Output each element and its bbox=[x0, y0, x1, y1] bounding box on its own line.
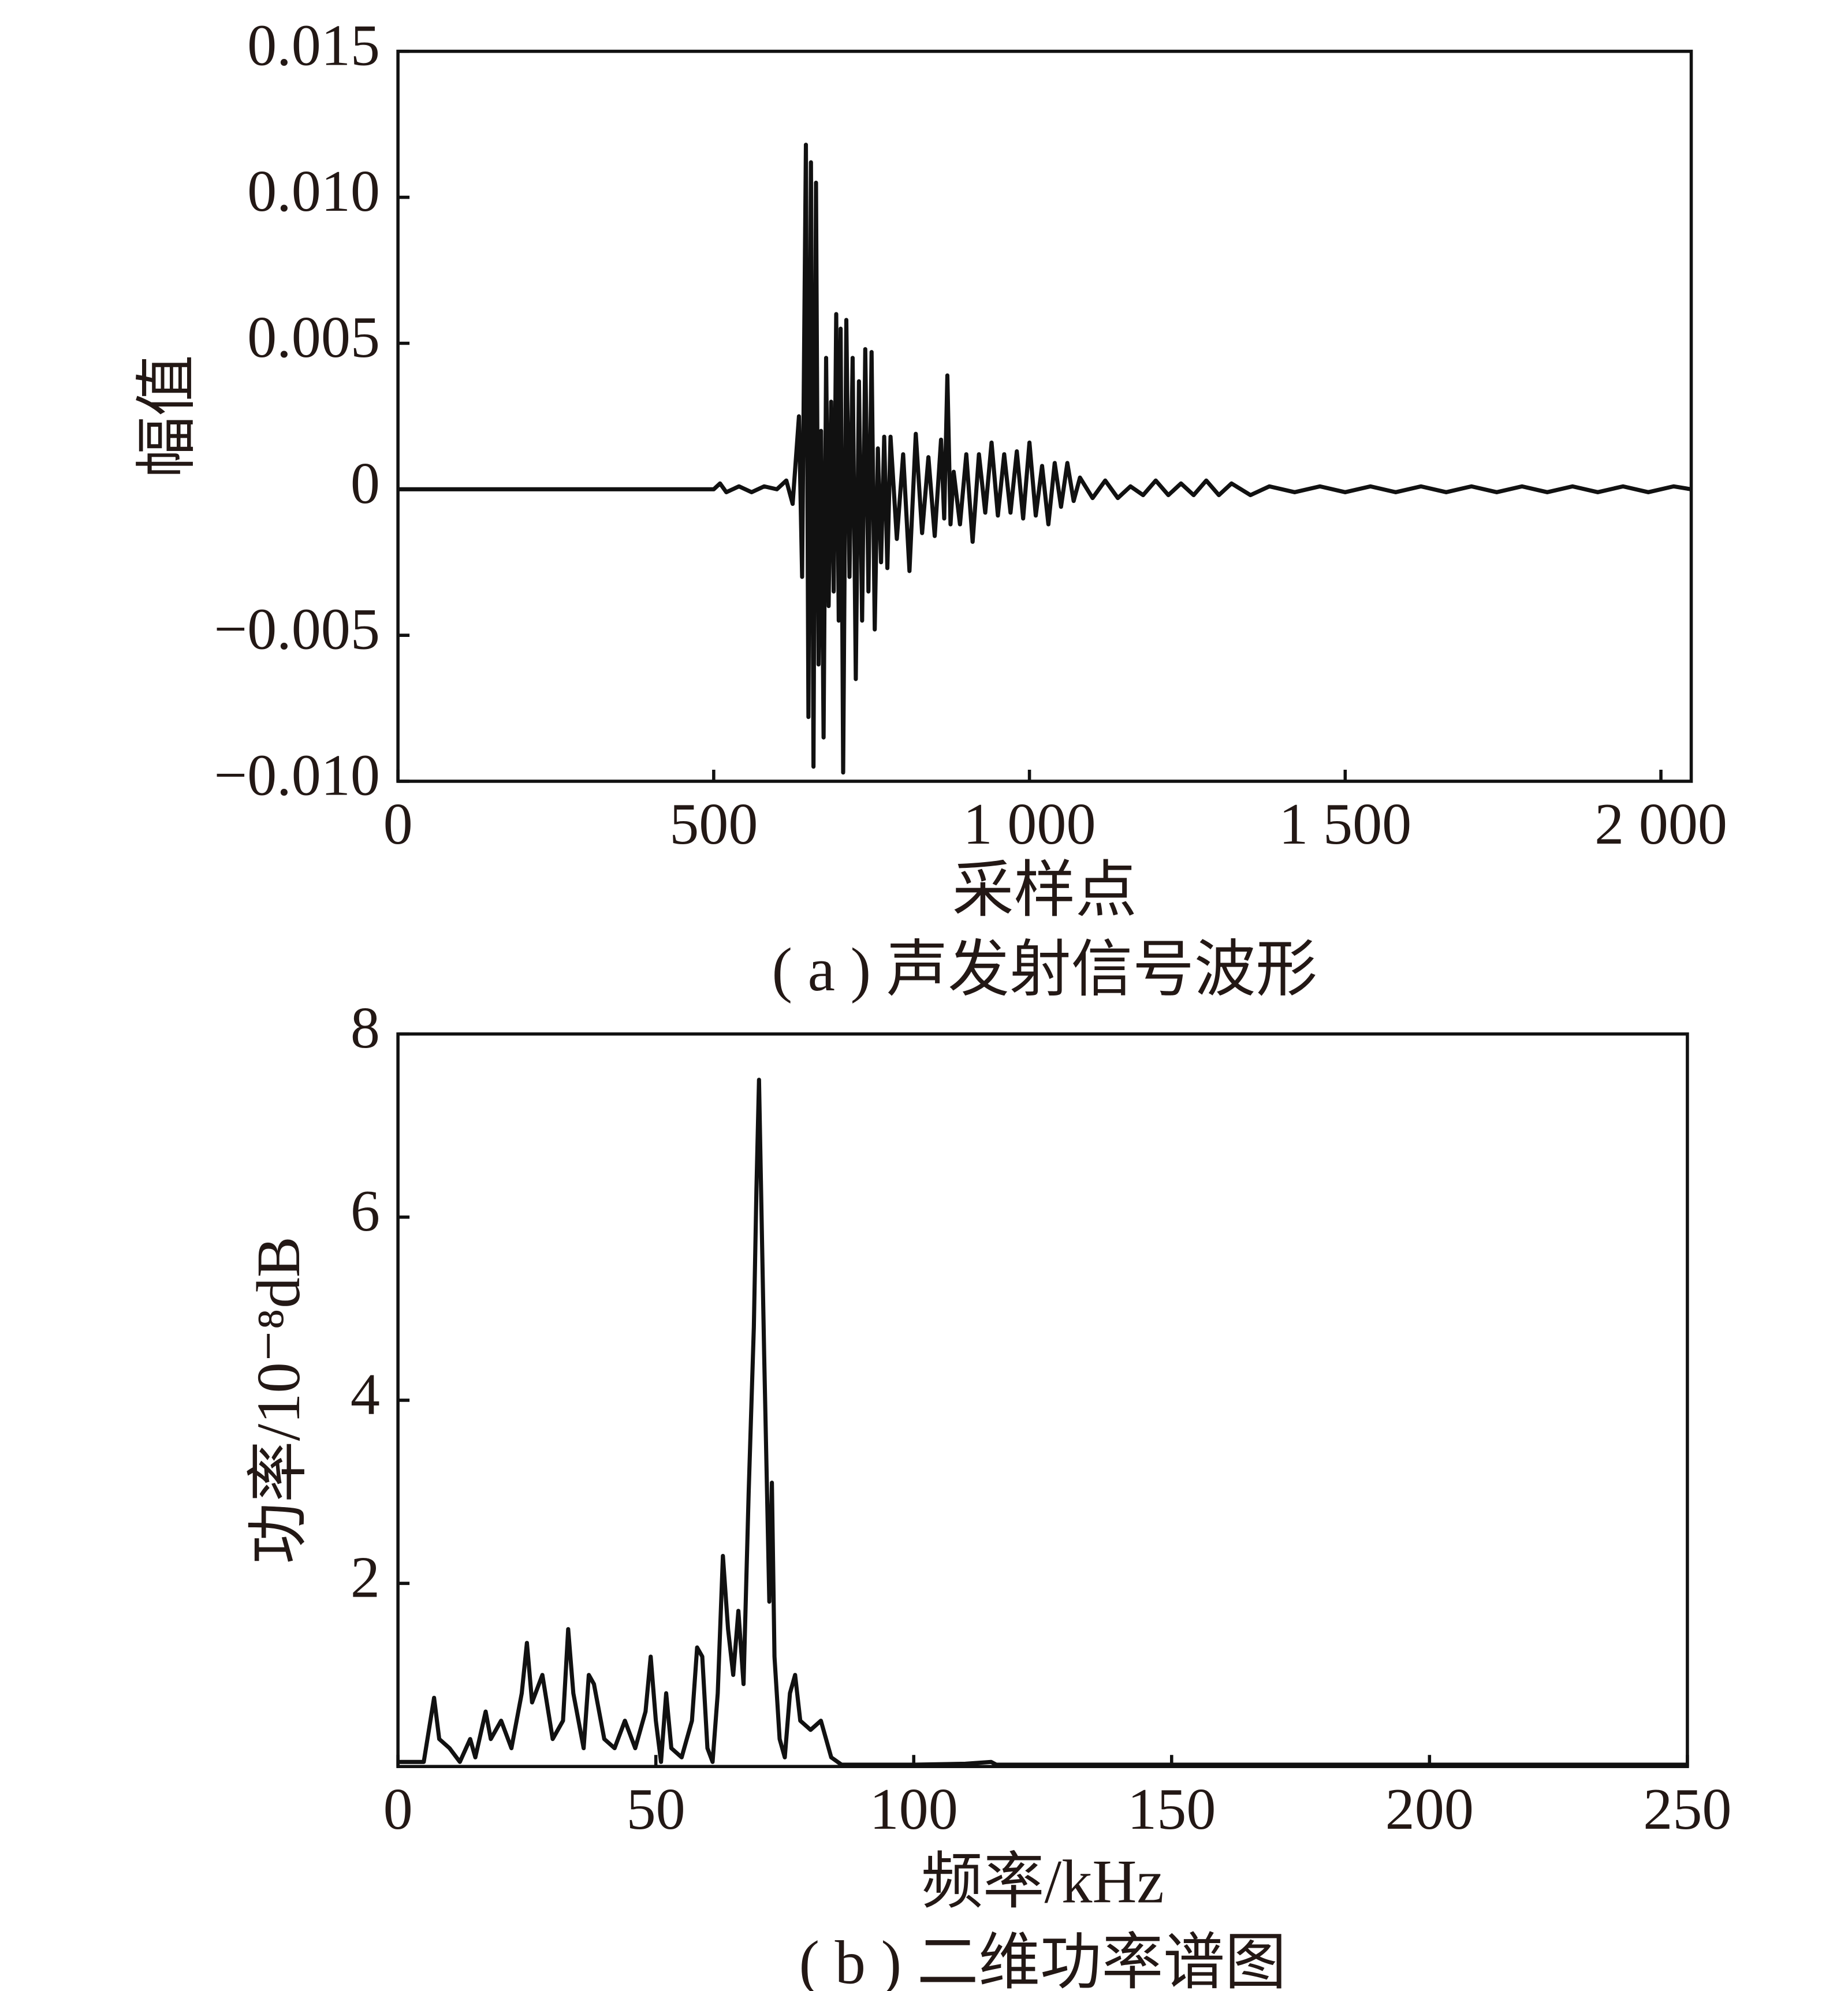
y-tick-label: 0 bbox=[351, 451, 380, 516]
x-tick-label: 100 bbox=[870, 1777, 958, 1842]
plot-frame bbox=[396, 50, 1693, 783]
data-line bbox=[398, 143, 1692, 775]
y-tick-label: 0.010 bbox=[247, 159, 380, 224]
y-tick-label: −0.010 bbox=[214, 743, 380, 808]
x-tick-label: 500 bbox=[669, 792, 758, 857]
y-tick-label: 0.005 bbox=[247, 305, 380, 370]
y-tick-label: 8 bbox=[351, 996, 380, 1061]
x-tick-label: 200 bbox=[1385, 1777, 1474, 1842]
y-tick-label: 4 bbox=[351, 1362, 380, 1427]
x-tick-label: 2 000 bbox=[1594, 792, 1727, 857]
data-line bbox=[398, 1077, 1687, 1767]
y-tick-label: 0.015 bbox=[247, 13, 380, 78]
x-tick-label: 50 bbox=[627, 1777, 685, 1842]
x-tick-label: 1 500 bbox=[1279, 792, 1411, 857]
x-axis-label: 采样点 bbox=[952, 856, 1137, 924]
y-axis-label: 幅值 bbox=[133, 355, 202, 478]
plot-frame bbox=[396, 1032, 1689, 1768]
y-tick-label: 2 bbox=[351, 1545, 380, 1610]
x-tick-label: 150 bbox=[1127, 1777, 1216, 1842]
x-tick-label: 0 bbox=[383, 792, 413, 857]
x-axis-label: 频率/kHz bbox=[921, 1848, 1164, 1917]
y-axis-label: 功率/10⁻⁸dB bbox=[245, 1236, 313, 1564]
x-tick-label: 1 000 bbox=[963, 792, 1096, 857]
caption: ( b ) 二维功率谱图 bbox=[799, 1929, 1286, 1991]
caption: ( a ) 声发射信号波形 bbox=[772, 936, 1317, 1004]
y-tick-label: 6 bbox=[351, 1179, 380, 1244]
x-tick-label: 250 bbox=[1643, 1777, 1731, 1842]
y-tick-label: −0.005 bbox=[214, 597, 380, 662]
x-tick-label: 0 bbox=[383, 1777, 413, 1842]
